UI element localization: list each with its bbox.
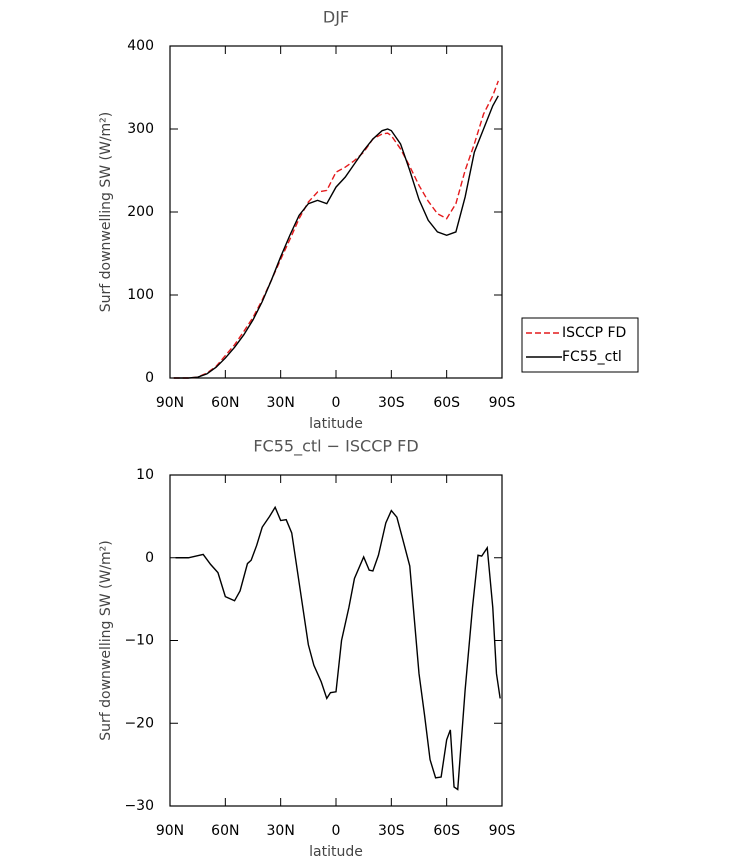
legend-label: FC55_ctl xyxy=(562,349,622,365)
plot-frame xyxy=(169,45,503,379)
y-tick-label: −30 xyxy=(124,798,154,814)
y-tick-label: 10 xyxy=(136,467,154,483)
y-tick-label: −10 xyxy=(124,633,154,649)
y-tick-label: −20 xyxy=(124,715,154,731)
x-tick-label: 90N xyxy=(156,395,184,411)
x-tick-label: 30S xyxy=(378,823,405,839)
y-tick-label: 0 xyxy=(145,370,154,386)
x-tick-label: 30N xyxy=(267,823,295,839)
chart-title: DJF xyxy=(323,8,349,27)
y-tick-label: 300 xyxy=(127,121,154,137)
x-tick-label: 90S xyxy=(489,395,516,411)
y-tick-label: 100 xyxy=(127,287,154,303)
x-tick-label: 60N xyxy=(211,823,239,839)
x-tick-label: 30S xyxy=(378,395,405,411)
legend-box xyxy=(521,317,639,373)
y-axis-label: Surf downwelling SW (W/m²) xyxy=(98,540,114,741)
chart-title: FC55_ctl − ISCCP FD xyxy=(253,437,418,457)
x-axis-label: latitude xyxy=(309,416,363,432)
y-tick-label: 200 xyxy=(127,204,154,220)
x-axis-label: latitude xyxy=(309,844,363,860)
y-tick-label: 0 xyxy=(145,550,154,566)
x-tick-label: 90N xyxy=(156,823,184,839)
data-line xyxy=(175,505,501,791)
y-axis-label: Surf downwelling SW (W/m²) xyxy=(98,112,114,313)
x-tick-label: 60S xyxy=(433,395,460,411)
x-tick-label: 60N xyxy=(211,395,239,411)
x-tick-label: 30N xyxy=(267,395,295,411)
data-line xyxy=(173,80,499,379)
x-tick-label: 60S xyxy=(433,823,460,839)
data-line xyxy=(173,95,499,379)
y-tick-label: 400 xyxy=(127,38,154,54)
x-tick-label: 90S xyxy=(489,823,516,839)
x-tick-label: 0 xyxy=(332,823,341,839)
x-tick-label: 0 xyxy=(332,395,341,411)
legend-label: ISCCP FD xyxy=(562,325,626,341)
